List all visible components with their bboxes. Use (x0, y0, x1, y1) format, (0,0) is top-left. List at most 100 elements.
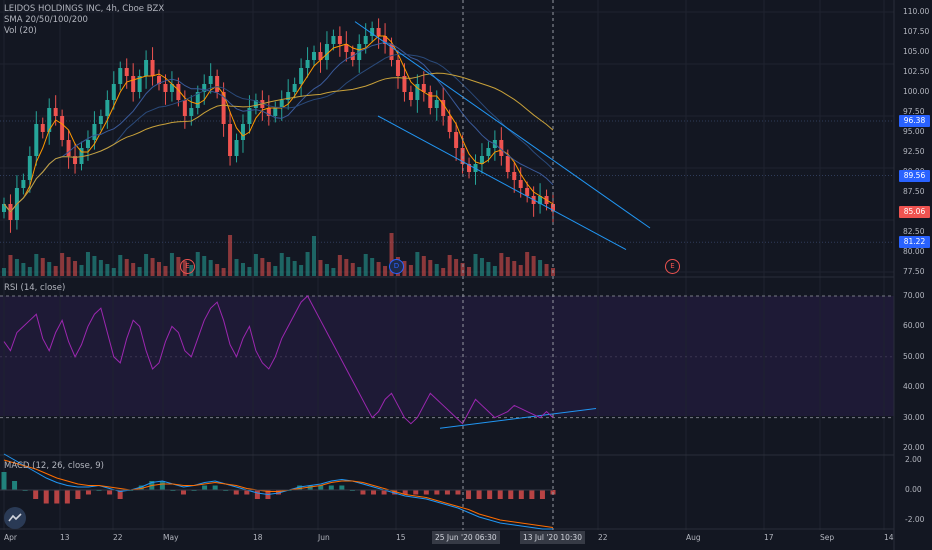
volume-bar (324, 264, 329, 276)
candle-body (157, 76, 162, 84)
candle-body (305, 60, 310, 68)
candle-body (279, 100, 284, 108)
rsi-axis-label: 20.00 (903, 443, 925, 452)
macd-histogram-bar (254, 490, 260, 499)
macd-histogram-bar (297, 485, 303, 490)
macd-histogram-bar (43, 490, 49, 504)
candle-body (21, 180, 26, 188)
macd-indicator-label[interactable]: MACD (12, 26, close, 9) (4, 461, 104, 471)
macd-histogram-bar (518, 490, 524, 499)
price-axis-label: 97.50 (903, 107, 925, 116)
volume-bar (525, 252, 530, 276)
candle-body (47, 108, 52, 132)
rsi-axis-label: 40.00 (903, 382, 925, 392)
volume-bar (66, 257, 71, 276)
volume-bar (305, 252, 310, 276)
rsi-indicator-label[interactable]: RSI (14, close) (4, 283, 66, 293)
date-label: Aug (686, 533, 701, 542)
volume-bar (286, 257, 291, 276)
date-label: 14 (884, 533, 894, 542)
volume-bar (531, 256, 536, 276)
candle-body (376, 28, 381, 36)
candle-body (389, 44, 394, 60)
volume-bar (215, 264, 220, 276)
rsi-divergence-line (439, 407, 597, 429)
macd-histogram-bar (402, 490, 408, 495)
candle-body (266, 108, 271, 116)
macd-histogram-bar (434, 490, 440, 495)
earnings-event-icon[interactable]: E (665, 259, 680, 274)
sma-indicator-label[interactable]: SMA 20/50/100/200 (4, 15, 88, 25)
volume-bar (337, 255, 342, 276)
candle-body (195, 92, 200, 108)
price-axis-label: 95.00 (903, 127, 925, 136)
candle-body (73, 156, 78, 164)
macd-histogram-bar (423, 490, 429, 495)
sma-line-1 (3, 41, 554, 213)
candle-body (85, 140, 90, 148)
candle-body (505, 156, 510, 172)
macd-histogram-bar (328, 485, 334, 490)
macd-histogram-bar (381, 490, 387, 495)
volume-bar (518, 265, 523, 276)
date-label: 22 (598, 533, 608, 542)
volume-bar (40, 258, 45, 276)
candle-body (324, 44, 329, 60)
candle-body (447, 116, 452, 132)
candle-body (176, 84, 181, 100)
price-axis-label: 87.50 (903, 187, 925, 196)
volume-bar (279, 253, 284, 276)
macd-histogram-bar (180, 490, 186, 495)
macd-histogram-bar (487, 490, 493, 499)
volume-bar (273, 266, 278, 276)
candle-body (538, 196, 543, 204)
price-axis-label: 105.00 (903, 47, 930, 56)
volume-bar (14, 259, 19, 276)
volume-bar (318, 260, 323, 276)
volume-bar (240, 263, 245, 276)
volume-bar (150, 258, 155, 276)
macd-histogram-bar (75, 490, 81, 499)
sma-line-0 (3, 35, 554, 213)
volume-bar (331, 268, 336, 276)
macd-histogram-bar (117, 490, 123, 499)
symbol-title[interactable]: LEIDOS HOLDINGS INC, 4h, Cboe BZX (4, 4, 165, 14)
candle-body (402, 76, 407, 92)
volume-bar (131, 263, 136, 276)
candle-body (215, 76, 220, 92)
volume-indicator-label[interactable]: Vol (20) (4, 26, 37, 36)
volume-bar (389, 233, 394, 276)
candle-body (208, 76, 213, 84)
macd-histogram-bar (529, 490, 535, 499)
dividend-event-icon[interactable]: D (389, 259, 404, 274)
volume-bar (111, 268, 116, 276)
volume-bar (344, 259, 349, 276)
candle-body (34, 124, 39, 156)
candle-body (312, 52, 317, 60)
volume-bar (137, 267, 142, 276)
candle-body (202, 84, 207, 92)
volume-bar (312, 236, 317, 276)
macd-histogram-bar (413, 490, 419, 495)
macd-histogram-bar (444, 490, 450, 495)
volume-bar (363, 254, 368, 276)
macd-histogram-bar (85, 490, 91, 495)
candle-body (79, 148, 84, 164)
price-pane[interactable] (0, 0, 894, 277)
volume-bar (260, 258, 265, 276)
channel-bottom-line (377, 115, 627, 251)
volume-bar (228, 235, 233, 276)
candle-body (253, 100, 258, 108)
volume-bar (544, 264, 549, 276)
candle-body (228, 124, 233, 156)
tradingview-logo-icon[interactable] (4, 507, 26, 529)
price-tag-sma20: 81.22 (899, 236, 930, 248)
macd-histogram-bar (107, 490, 113, 495)
macd-histogram-bar (339, 485, 345, 490)
date-label: 15 (396, 533, 406, 542)
macd-histogram-bar (360, 490, 366, 495)
crosshair-date-badge: 25 Jun '20 06:30 (432, 531, 500, 544)
earnings-event-icon[interactable]: E (180, 259, 195, 274)
volume-bar (467, 267, 472, 276)
